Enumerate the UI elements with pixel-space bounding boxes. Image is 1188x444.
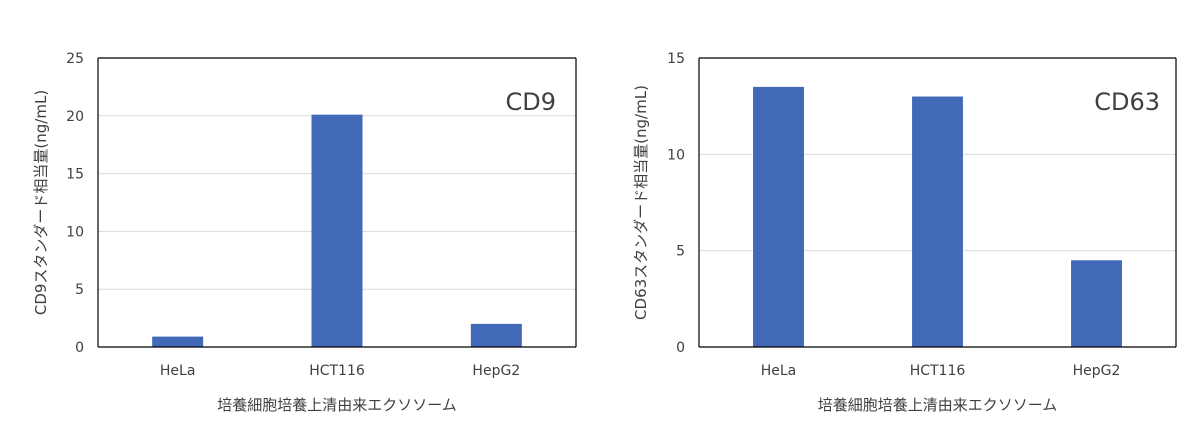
cd9-x-tick-label: HeLa: [160, 363, 196, 379]
cd63-bar-hela: [753, 86, 804, 348]
cd9-x-tick-label: HepG2: [472, 363, 520, 379]
cd63-x-tick-label: HepG2: [1073, 363, 1121, 379]
cd63-bar-hct116: [912, 96, 963, 348]
cd9-y-axis-title: CD9スタンダード相当量(ng/mL): [32, 90, 50, 315]
cd63-x-tick-label: HCT116: [910, 363, 966, 379]
cd9-axes: [97, 57, 577, 348]
cd9-x-ticks: HeLa HCT116 HepG2: [160, 363, 520, 379]
cd9-y-tick-label: 0: [75, 340, 84, 356]
cd9-x-axis-title: 培養細胞培養上清由来エクソソーム: [217, 396, 457, 414]
cd63-x-axis-title: 培養細胞培養上清由来エクソソーム: [818, 396, 1058, 414]
cd63-axes: [698, 57, 1177, 348]
cd63-x-tick-label: HeLa: [761, 363, 797, 379]
cd63-y-ticks: 0 5 10 15: [667, 51, 685, 356]
cd9-bars: [152, 114, 522, 347]
cd9-y-tick-label: 25: [66, 51, 84, 67]
cd9-chart-label: CD9: [505, 88, 556, 116]
chart-cd9: 0 5 10 15 20 25 HeLa HCT116 HepG2 CD9 培養細胞培養上清由…: [32, 51, 577, 414]
cd9-bar-hct116: [311, 114, 363, 347]
cd9-y-ticks: 0 5 10 15 20 25: [66, 51, 84, 356]
cd63-y-axis-title: CD63スタンダード相当量(ng/mL): [632, 85, 650, 320]
cd63-chart-label: CD63: [1094, 88, 1160, 116]
cd63-y-tick-label: 10: [667, 147, 685, 163]
cd9-y-tick-label: 20: [66, 109, 84, 125]
cd63-y-tick-label: 15: [667, 51, 685, 67]
cd9-bar-hepg2: [470, 323, 522, 347]
cd9-bar-hela: [152, 336, 204, 347]
cd63-y-tick-label: 5: [676, 244, 685, 260]
cd9-y-tick-label: 10: [66, 224, 84, 240]
cd63-x-ticks: HeLa HCT116 HepG2: [761, 363, 1121, 379]
cd9-y-tick-label: 5: [75, 282, 84, 298]
chart-cd63: 0 5 10 15 HeLa HCT116 HepG2 CD63 培養細胞培養上清由来エク…: [632, 51, 1177, 414]
cd63-bar-hepg2: [1071, 260, 1122, 347]
cd63-bars: [753, 86, 1122, 348]
cd9-x-tick-label: HCT116: [309, 363, 365, 379]
cd9-y-tick-label: 15: [66, 167, 84, 183]
cd63-y-tick-label: 0: [676, 340, 685, 356]
